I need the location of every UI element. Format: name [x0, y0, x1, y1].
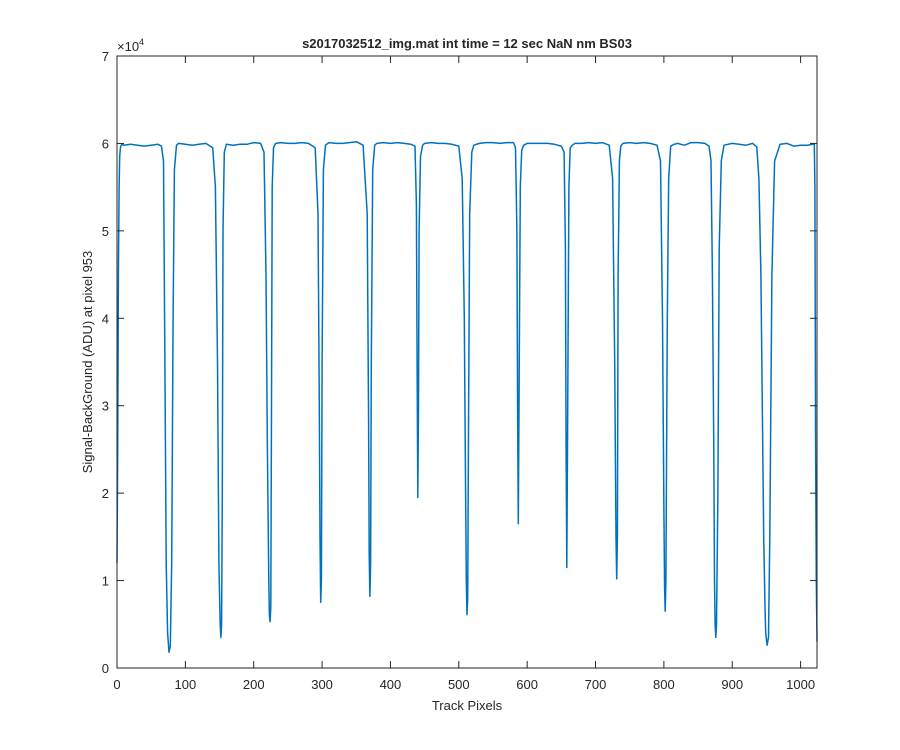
- x-tick-label: 200: [243, 677, 265, 692]
- x-tick-label: 1000: [786, 677, 815, 692]
- x-tick-label: 700: [585, 677, 607, 692]
- y-tick-label: 1: [102, 574, 109, 589]
- x-tick-label: 300: [311, 677, 333, 692]
- y-axis-exponent: ×10 4: [117, 37, 144, 54]
- x-tick-label: 400: [380, 677, 402, 692]
- plot-area: [117, 56, 817, 668]
- y-tick-label: 6: [102, 136, 109, 151]
- x-tick-label: 0: [113, 677, 120, 692]
- y-tick-label: 7: [102, 49, 109, 64]
- y-exponent-power: 4: [139, 37, 144, 47]
- y-axis-label: Signal-BackGround (ADU) at pixel 953: [80, 251, 95, 474]
- series-line: [116, 140, 818, 654]
- axes-box: [116, 55, 818, 669]
- x-tick-label: 100: [175, 677, 197, 692]
- y-tick-label: 2: [102, 486, 109, 501]
- y-tick-label: 5: [102, 224, 109, 239]
- chart-title: s2017032512_img.mat int time = 12 sec Na…: [302, 36, 632, 51]
- x-tick-label: 800: [653, 677, 675, 692]
- y-tick-label: 3: [102, 399, 109, 414]
- x-tick-label: 600: [516, 677, 538, 692]
- y-exponent-base: ×10: [117, 39, 139, 54]
- axis-layer: 0 100 200 300 400 500 600 700 800 900 1000 0 1 2 3 4 5 6 7: [102, 49, 817, 692]
- x-tick-label: 500: [448, 677, 470, 692]
- y-tick-label: 4: [102, 311, 109, 326]
- x-tick-label: 900: [721, 677, 743, 692]
- series-layer: [116, 140, 818, 654]
- x-axis-label: Track Pixels: [432, 698, 503, 713]
- y-tick-label: 0: [102, 661, 109, 676]
